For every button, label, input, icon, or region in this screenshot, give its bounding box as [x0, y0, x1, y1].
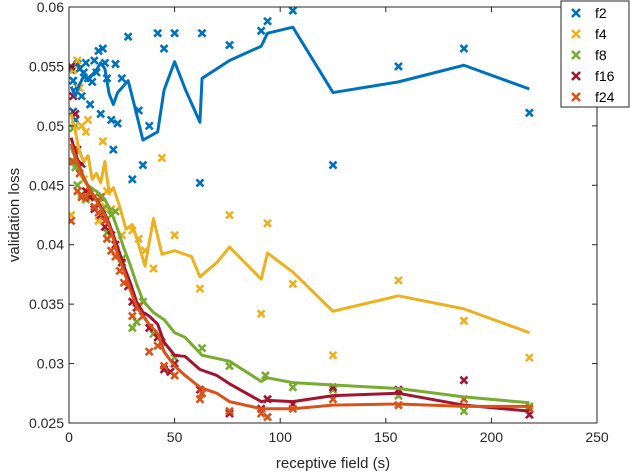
data-point-f24 [170, 371, 180, 380]
data-point-f4 [195, 284, 205, 294]
data-point-f2 [524, 108, 534, 118]
data-point-f4 [256, 309, 266, 319]
data-point-f24 [225, 406, 234, 416]
data-point-f16 [225, 409, 234, 418]
data-point-f8 [459, 406, 469, 416]
legend-label-f24: f24 [595, 89, 615, 105]
legend: f2 f4 f8 f16 f24 [560, 0, 630, 108]
data-point-f4 [459, 316, 469, 326]
data-point-f2 [111, 59, 120, 69]
data-point-f2 [394, 62, 403, 71]
legend-label-f8: f8 [595, 47, 607, 63]
data-point-f8 [288, 382, 298, 392]
y-tick-label: 0.04 [37, 237, 64, 253]
y-tick-label: 0.03 [37, 356, 64, 372]
data-point-f2 [81, 58, 91, 68]
data-point-f2 [106, 115, 116, 125]
legend-marker-f4 [571, 29, 581, 39]
x-tick-label: 0 [65, 429, 73, 445]
legend-label-f4: f4 [595, 26, 607, 42]
data-point-f4 [98, 136, 108, 146]
data-point-f16 [459, 375, 469, 385]
data-point-f2 [256, 26, 266, 36]
data-point-f4 [81, 127, 91, 137]
data-point-f24 [197, 388, 207, 398]
data-point-f2 [108, 145, 118, 155]
data-point-f2 [123, 32, 133, 42]
data-point-f4 [149, 264, 158, 273]
series-layer [69, 7, 534, 422]
y-tick-label: 0.035 [29, 296, 64, 312]
data-point-f2 [94, 46, 103, 56]
data-point-f24 [144, 347, 154, 357]
data-point-f2 [153, 28, 163, 38]
data-point-f2 [98, 44, 108, 54]
ticks: 0 50 100 150 200 250 0.025 0.03 0.035 0.04 0.045 0.… [29, 0, 609, 445]
data-point-f24 [159, 361, 169, 371]
x-axis-label: receptive field (s) [276, 455, 390, 472]
data-point-f4 [263, 218, 272, 228]
series-line-f24 [69, 143, 530, 411]
x-tick-label: 100 [269, 429, 293, 445]
data-point-f24 [256, 409, 266, 418]
data-point-f2 [144, 121, 154, 131]
legend-marker-f16 [571, 71, 581, 81]
data-point-f2 [225, 40, 234, 50]
data-point-f2 [288, 7, 298, 15]
series-line-f2 [69, 25, 530, 142]
data-point-f2 [159, 44, 169, 54]
data-point-f4 [288, 279, 298, 289]
data-point-f2 [85, 100, 95, 109]
data-point-f2 [77, 91, 87, 101]
data-point-f24 [127, 311, 137, 321]
data-point-f4 [394, 275, 403, 285]
data-point-f2 [96, 109, 106, 119]
data-point-f2 [117, 73, 127, 83]
y-tick-label: 0.06 [37, 0, 64, 15]
data-point-f4 [170, 230, 180, 240]
data-point-f8 [81, 195, 91, 204]
legend-label-f2: f2 [595, 5, 607, 21]
x-tick-label: 50 [167, 429, 183, 445]
data-point-f8 [328, 385, 338, 395]
x-tick-label: 200 [480, 429, 504, 445]
data-point-f24 [102, 234, 112, 244]
legend-box [560, 0, 630, 108]
data-point-f4 [524, 353, 534, 363]
data-point-f2 [197, 28, 207, 38]
legend-label-f16: f16 [595, 68, 615, 84]
data-point-f4 [83, 115, 93, 125]
data-point-f24 [195, 394, 205, 404]
data-point-f8 [197, 343, 207, 353]
data-point-f2 [89, 56, 99, 65]
data-point-f2 [170, 28, 180, 38]
series-line-f4 [69, 113, 530, 335]
legend-marker-f24 [571, 92, 581, 102]
legend-marker-f2 [571, 8, 581, 18]
data-point-f2 [195, 178, 205, 188]
y-tick-label: 0.05 [37, 118, 64, 134]
data-point-f24 [69, 216, 76, 226]
x-tick-label: 250 [585, 429, 609, 445]
data-point-f2 [459, 44, 469, 54]
y-tick-label: 0.025 [29, 415, 64, 431]
data-point-f4 [73, 56, 82, 65]
y-tick-label: 0.055 [29, 58, 64, 74]
data-point-f2 [127, 174, 137, 184]
data-point-f2 [328, 160, 338, 170]
data-point-f4 [225, 210, 234, 220]
data-point-f4 [157, 153, 167, 163]
legend-marker-f8 [571, 50, 581, 60]
data-point-f2 [138, 160, 148, 170]
y-tick-label: 0.045 [29, 177, 64, 193]
data-point-f2 [263, 16, 272, 26]
y-axis-label: validation loss [6, 168, 23, 262]
plot-area [69, 7, 597, 423]
data-point-f2 [113, 119, 122, 128]
data-point-f24 [263, 412, 272, 422]
series-line-f8 [69, 146, 530, 405]
x-tick-label: 150 [374, 429, 398, 445]
data-point-f4 [328, 350, 338, 360]
